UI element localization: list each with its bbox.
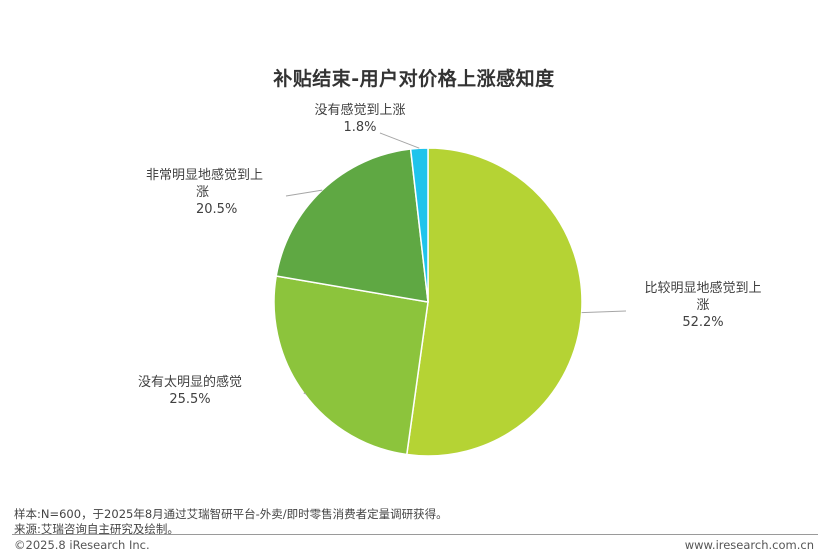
website-link[interactable]: www.iresearch.com.cn (684, 538, 814, 552)
slice-value-3: 1.8% (343, 120, 377, 135)
source-note: 来源:艾瑞咨询自主研究及绘制。 (14, 522, 179, 536)
pie-slice-2 (275, 148, 429, 303)
slice-label-2: 非常明显地感觉到上 涨 20.5% (146, 167, 296, 218)
slice-value-2: 20.5% (196, 202, 238, 217)
pie-slice-0 (405, 147, 583, 457)
footer-divider (12, 534, 818, 535)
leader-line-3 (379, 132, 420, 149)
copyright: ©2025.8 iResearch Inc. (14, 538, 150, 552)
slice-label-3: 没有感觉到上涨 1.8% (300, 102, 420, 136)
chart-title: 补贴结束-用户对价格上涨感知度 (273, 68, 555, 90)
pie-slice-1 (273, 275, 429, 456)
slice-label-2-line-1: 非常明显地感觉到上 (146, 168, 264, 183)
leader-line-0 (581, 310, 627, 314)
slice-label-1: 没有太明显的感觉 25.5% (126, 374, 254, 408)
sample-note: 样本:N=600，于2025年8月通过艾瑞智研平台-外卖/即时零售消费者定量调研… (14, 507, 448, 521)
slice-label-0-line-1: 比较明显地感觉到上 (644, 281, 762, 296)
slice-label-0-line-2: 涨 (696, 298, 710, 313)
pie-slices (273, 147, 583, 457)
slice-label-1-line-1: 没有太明显的感觉 (137, 375, 242, 390)
leader-lines (285, 132, 627, 395)
leader-line-2 (285, 189, 323, 197)
pie-slice-3 (409, 147, 429, 303)
slice-label-2-line-2: 涨 (196, 185, 210, 200)
leader-line-1 (303, 392, 307, 395)
slice-value-1: 25.5% (169, 392, 211, 407)
slice-label-3-line-1: 没有感觉到上涨 (314, 103, 406, 118)
slice-value-0: 52.2% (682, 315, 724, 330)
slice-label-0: 比较明显地感觉到上 涨 52.2% (628, 280, 778, 331)
